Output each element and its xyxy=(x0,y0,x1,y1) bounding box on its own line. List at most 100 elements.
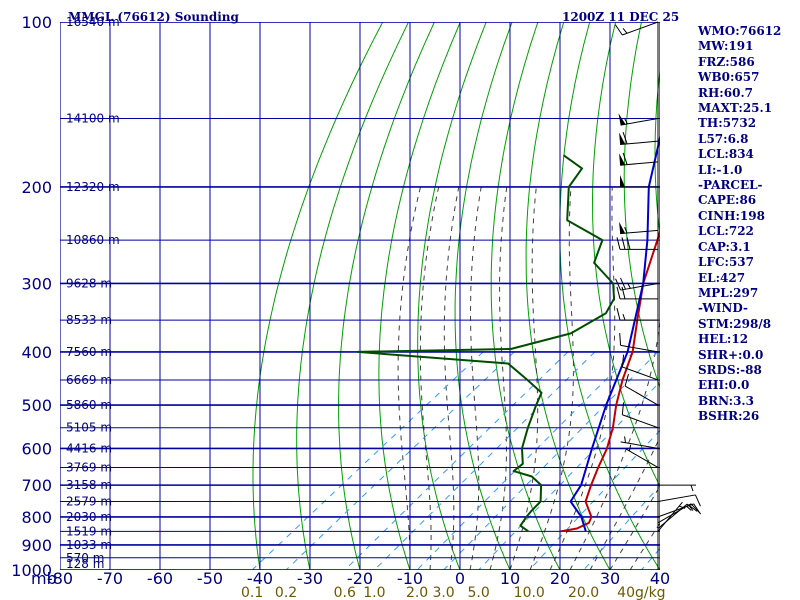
barb-pennant xyxy=(618,113,626,126)
mixing-ratio-label: 0.1 xyxy=(241,585,263,600)
barb-pennant xyxy=(619,132,626,145)
index-line: L57:6.8 xyxy=(698,131,749,146)
barb-flag xyxy=(626,237,631,250)
height-label: 5105 m xyxy=(66,421,112,435)
barb-staff xyxy=(620,161,659,166)
indices-panel: WMO:76612 MW:191 FRZ:586 WB0:657 RH:60.7… xyxy=(698,24,798,425)
temperature-tick-label: -30 xyxy=(297,569,323,588)
barb-half-flag xyxy=(622,28,628,34)
height-label: 1519 m xyxy=(66,524,112,538)
barb-flag xyxy=(616,286,621,299)
index-line: BRN:3.3 xyxy=(698,393,754,408)
index-line: FRZ:586 xyxy=(698,54,755,69)
index-line: LCL:834 xyxy=(698,147,754,162)
pressure-tick-label: 600 xyxy=(21,439,52,458)
height-label: 10860 m xyxy=(66,233,120,247)
height-label: 2030 m xyxy=(66,510,112,524)
height-label: 9628 m xyxy=(66,276,112,290)
wind-barb xyxy=(616,237,658,250)
profile-lines xyxy=(356,133,660,533)
wind-barb xyxy=(619,132,659,145)
barb-half-flag xyxy=(624,436,626,443)
barb-flag xyxy=(616,308,621,321)
index-line: MAXT:25.1 xyxy=(698,101,773,116)
temperature-tick-label: -60 xyxy=(147,569,173,588)
height-label: 7560 m xyxy=(66,345,112,359)
wind-barb xyxy=(657,503,700,524)
sounding-time: 1200Z 11 DEC 25 xyxy=(562,10,679,24)
temperature-tick-label: 10 xyxy=(500,569,520,588)
barb-staff xyxy=(622,366,659,381)
height-label: 12320 m xyxy=(66,180,120,194)
height-label: 128 m xyxy=(66,557,104,571)
wind-barb xyxy=(621,354,659,381)
barb-flag xyxy=(621,237,626,250)
barb-flag xyxy=(619,332,622,346)
height-label: 8533 m xyxy=(66,313,112,327)
mixing-ratio-label: 3.0 xyxy=(432,585,454,600)
barb-half-flag xyxy=(626,282,631,289)
pressure-unit-label: mb xyxy=(31,569,57,588)
temperature-tick-label: 30 xyxy=(600,569,620,588)
barb-flag xyxy=(614,24,623,36)
pressure-tick-label: 1000 xyxy=(11,561,52,580)
index-line: SHR+:0.0 xyxy=(698,347,764,362)
barb-staff xyxy=(620,118,659,126)
temperature-tick-label: 0 xyxy=(455,569,465,588)
wind-barb xyxy=(658,484,696,492)
index-line: LFC:537 xyxy=(698,255,754,270)
barb-flag xyxy=(622,132,628,145)
index-line: SRDS:-88 xyxy=(698,362,762,377)
wind-barb xyxy=(616,308,658,321)
barb-flag xyxy=(690,503,700,514)
index-line: LI:-1.0 xyxy=(698,162,743,177)
barb-flag xyxy=(694,494,701,507)
temperature-tick-label: -50 xyxy=(197,569,223,588)
mixing-ratio-label: 1.0 xyxy=(363,585,385,600)
barb-flag xyxy=(621,286,626,299)
pressure-tick-label: 200 xyxy=(21,178,52,197)
wind-barb xyxy=(619,152,659,166)
barb-pennant xyxy=(620,174,625,187)
index-line: CINH:198 xyxy=(698,208,765,223)
station-title: MMGL (76612) Sounding xyxy=(68,10,240,24)
temperature-tick-label: -70 xyxy=(97,569,123,588)
barb-half-flag xyxy=(628,444,632,452)
index-line: EHI:0.0 xyxy=(698,378,750,393)
height-label: 3158 m xyxy=(66,478,112,492)
wind-barb xyxy=(621,402,659,429)
barb-staff xyxy=(620,140,659,145)
barb-staff xyxy=(624,448,659,468)
mixing-ratio-label: 10.0 xyxy=(514,585,545,600)
barb-staff xyxy=(624,385,659,406)
barb-flag xyxy=(615,278,622,291)
barb-flag xyxy=(621,354,625,368)
height-label: 6669 m xyxy=(66,373,112,387)
temperature-tick-label: -20 xyxy=(347,569,373,588)
parcel-line xyxy=(569,133,660,532)
background-lines xyxy=(60,22,660,570)
temperature-tick-label: -10 xyxy=(397,569,423,588)
barb-half-flag xyxy=(690,484,694,492)
barb-half-flag xyxy=(624,118,628,125)
index-line: HEL:12 xyxy=(698,332,749,347)
temperature-tick-label: 40 xyxy=(650,569,670,588)
barb-half-flag xyxy=(679,505,686,509)
index-line: EL:427 xyxy=(698,270,746,285)
wind-barb xyxy=(619,332,659,353)
index-line: WMO:76612 xyxy=(698,24,782,38)
barb-flag xyxy=(624,374,629,387)
barb-flag xyxy=(622,152,628,165)
moist-adiabat xyxy=(629,522,660,570)
height-label: 1033 m xyxy=(66,538,112,552)
index-line: CAPE:86 xyxy=(698,193,757,208)
wind-barb xyxy=(657,501,686,532)
barb-staff xyxy=(657,503,692,524)
barb-flag xyxy=(620,277,626,290)
pressure-tick-label: 900 xyxy=(21,536,52,555)
wind-barb xyxy=(657,494,701,507)
barb-flag xyxy=(621,402,625,415)
index-line: LCL:722 xyxy=(698,224,754,239)
wind-barb xyxy=(620,174,658,188)
barb-staff xyxy=(620,441,659,449)
